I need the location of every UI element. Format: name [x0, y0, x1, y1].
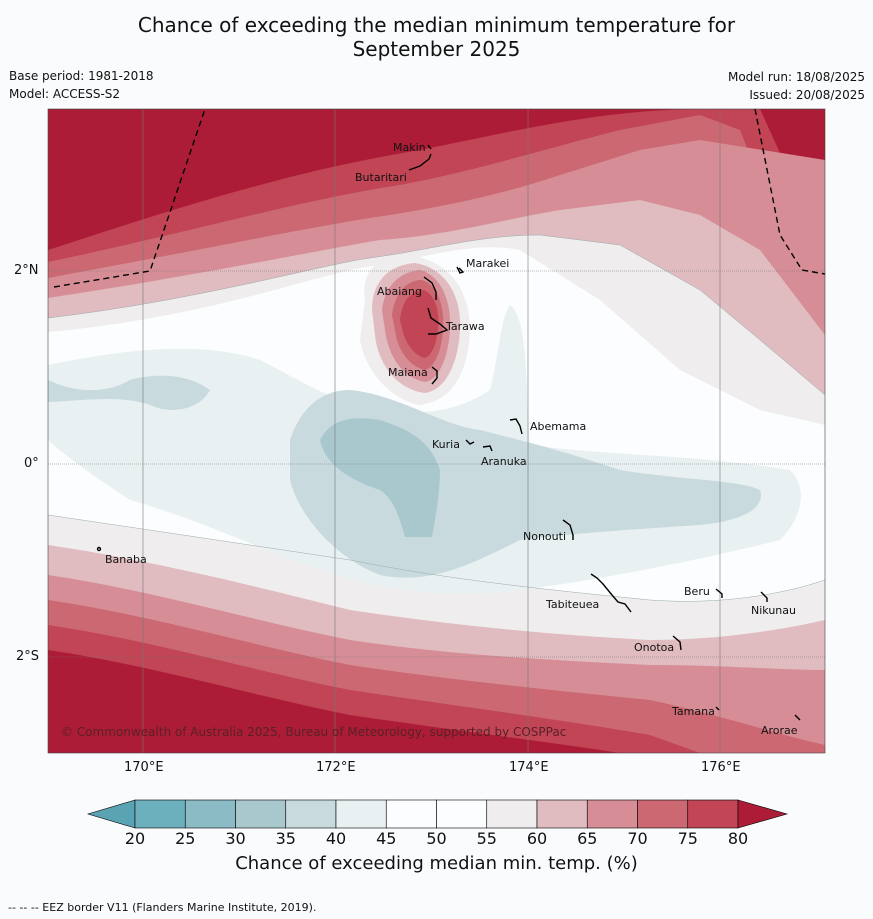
colorbar-segment: [285, 799, 337, 829]
colorbar-segment: [586, 799, 638, 829]
x-tick-174e: 174°E: [509, 760, 549, 775]
label-banaba: Banaba: [105, 553, 147, 566]
colorbar-under-arrow: [86, 799, 136, 829]
label-abemama: Abemama: [530, 420, 586, 433]
label-marakei: Marakei: [466, 257, 509, 270]
colorbar-tick-label: 40: [325, 829, 347, 848]
colorbar-segment: [385, 799, 437, 829]
colorbar-tick-label: 30: [225, 829, 246, 848]
label-aranuka: Aranuka: [481, 455, 527, 468]
model-run: Model run: 18/08/2025: [727, 70, 865, 84]
colorbar-segment: [184, 799, 236, 829]
label-kuria: Kuria: [432, 438, 460, 451]
label-makin: Makin: [393, 141, 426, 154]
eez-footer-note: -- -- -- EEZ border V11 (Flanders Marine…: [8, 901, 317, 914]
model-name: Model: ACCESS-S2: [9, 87, 121, 101]
colorbar-segment: [536, 799, 588, 829]
colorbar-segment: [235, 799, 287, 829]
islands: [96, 144, 801, 721]
colorbar-tick-label: 65: [577, 829, 598, 848]
label-tarawa: Tarawa: [445, 320, 485, 333]
colorbar-tick-label: 70: [627, 829, 648, 848]
colorbar-tick-label: 80: [727, 829, 749, 848]
x-tick-170e: 170°E: [124, 760, 164, 775]
colorbar-tick-label: 75: [677, 829, 698, 848]
colorbar-segment: [436, 799, 488, 829]
colorbar-segment: [335, 799, 387, 829]
colorbar-title: Chance of exceeding median min. temp. (%…: [235, 853, 638, 874]
contour-fill: [48, 109, 825, 753]
label-onotoa: Onotoa: [634, 641, 674, 654]
label-beru: Beru: [684, 585, 710, 598]
colorbar-segment: [687, 799, 739, 829]
colorbar-tick-label: 60: [526, 829, 548, 848]
base-period: Base period: 1981-2018: [9, 69, 154, 83]
x-tick-176e: 176°E: [701, 760, 741, 775]
colorbar-tick-label: 50: [426, 829, 447, 848]
colorbar-tick-label: 35: [275, 829, 296, 848]
colorbar-tick-label: 55: [476, 829, 497, 848]
colorbar: [86, 799, 789, 829]
label-tamana: Tamana: [671, 705, 715, 718]
label-nonouti: Nonouti: [523, 530, 566, 543]
label-abaiang: Abaiang: [377, 285, 422, 298]
colorbar-segment: [637, 799, 689, 829]
issued-date: Issued: 20/08/2025: [749, 88, 865, 102]
colorbar-tick-label: 45: [376, 829, 397, 848]
map-frame: [47, 108, 826, 754]
label-nikunau: Nikunau: [751, 604, 796, 617]
colorbar-segment: [486, 799, 538, 829]
gridlines: [48, 109, 825, 753]
label-maiana: Maiana: [388, 366, 428, 379]
colorbar-segment: [134, 799, 186, 829]
label-tabiteuea: Tabiteuea: [545, 598, 599, 611]
place-labels: Makin Butaritari Marakei Abaiang Tarawa …: [105, 141, 798, 737]
eez-border: [53, 108, 826, 288]
colorbar-tick-label: 20: [124, 829, 146, 848]
label-arorae: Arorae: [761, 724, 798, 737]
colorbar-tick-label: 25: [175, 829, 196, 848]
label-butaritari: Butaritari: [355, 171, 407, 184]
x-tick-172e: 172°E: [316, 760, 356, 775]
copyright: © Commonwealth of Australia 2025, Bureau…: [61, 725, 566, 739]
colorbar-over-arrow: [737, 799, 789, 829]
title-line-1: Chance of exceeding the median minimum t…: [137, 13, 736, 37]
y-tick-2s: 2°S: [16, 649, 40, 664]
title-line-2: September 2025: [352, 37, 521, 61]
y-tick-2n: 2°N: [14, 263, 39, 278]
y-tick-0: 0°: [24, 456, 39, 471]
